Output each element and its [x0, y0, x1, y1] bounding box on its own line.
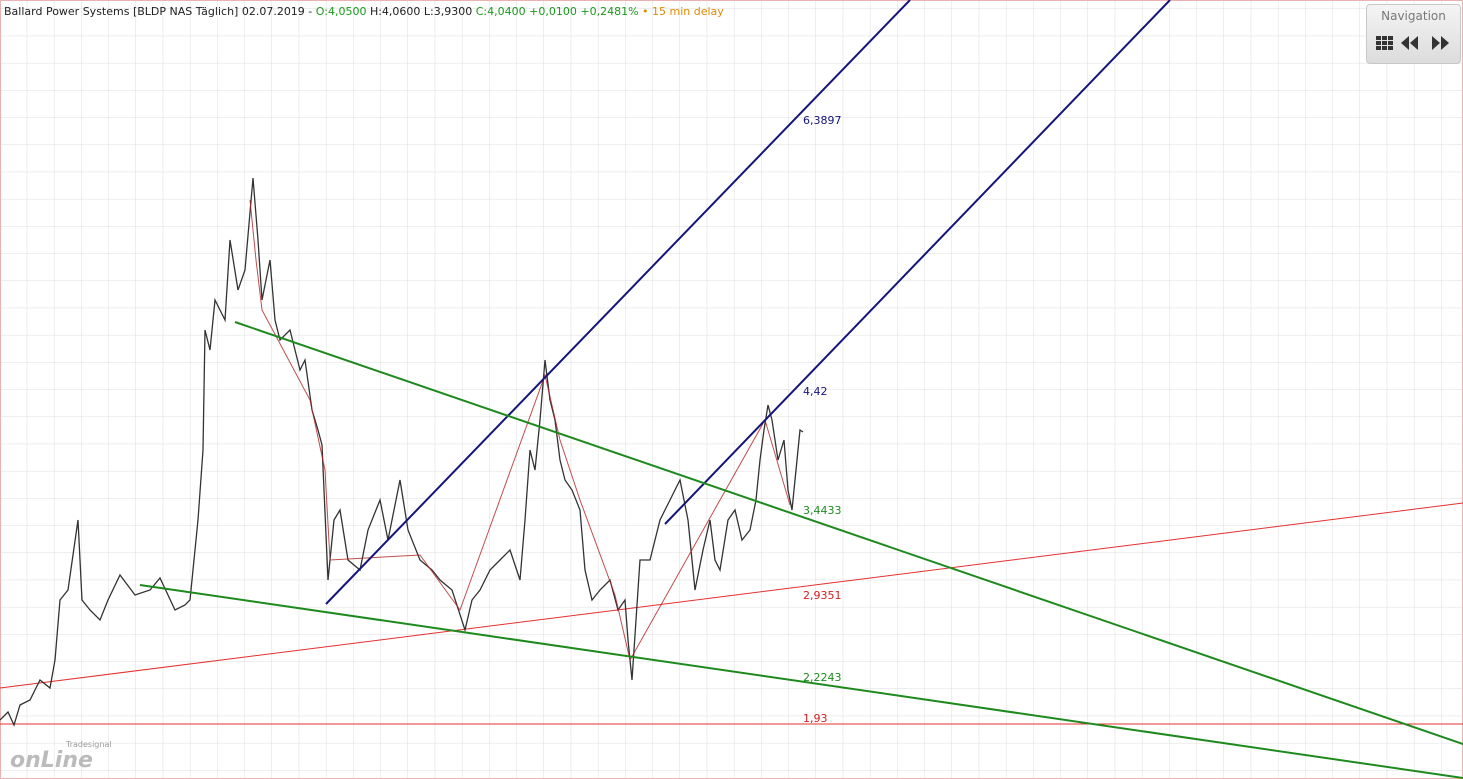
delay: • 15 min delay	[642, 5, 724, 18]
navigation-title: Navigation	[1381, 9, 1446, 23]
instrument: Ballard Power Systems [BLDP NAS Täglich]…	[4, 5, 313, 18]
channel-line	[664, 0, 1171, 525]
price-series-down	[249, 199, 791, 662]
line-label: 3,4433	[803, 504, 842, 517]
trend-line	[0, 502, 1463, 689]
open: O:4,0500	[315, 5, 367, 18]
resistance-line	[234, 321, 1463, 745]
low: L:3,9300	[423, 5, 473, 18]
change-pct: +0,2481%	[580, 5, 639, 18]
line-label: 4,42	[803, 385, 828, 398]
navigation-icons	[1376, 36, 1449, 50]
logo: onLine	[10, 748, 93, 773]
forward-button[interactable]	[1432, 36, 1449, 50]
rewind-button[interactable]	[1401, 36, 1418, 50]
high: H:4,0600	[369, 5, 421, 18]
channel-line	[325, 0, 911, 605]
navigation-panel: Navigation	[1366, 4, 1461, 64]
change: +0,0100	[529, 5, 577, 18]
close: C:4,0400	[475, 5, 526, 18]
line-label: 6,3897	[803, 114, 842, 127]
instrument-header: Ballard Power Systems [BLDP NAS Täglich]…	[4, 5, 724, 18]
support-line	[139, 584, 1463, 779]
grid-button[interactable]	[1376, 36, 1393, 50]
line-label: 2,9351	[803, 589, 842, 602]
price-series	[0, 177, 804, 727]
logo-caption: Tradesignal	[65, 740, 112, 749]
line-label: 1,93	[803, 712, 828, 725]
line-label: 2,2243	[803, 671, 842, 684]
